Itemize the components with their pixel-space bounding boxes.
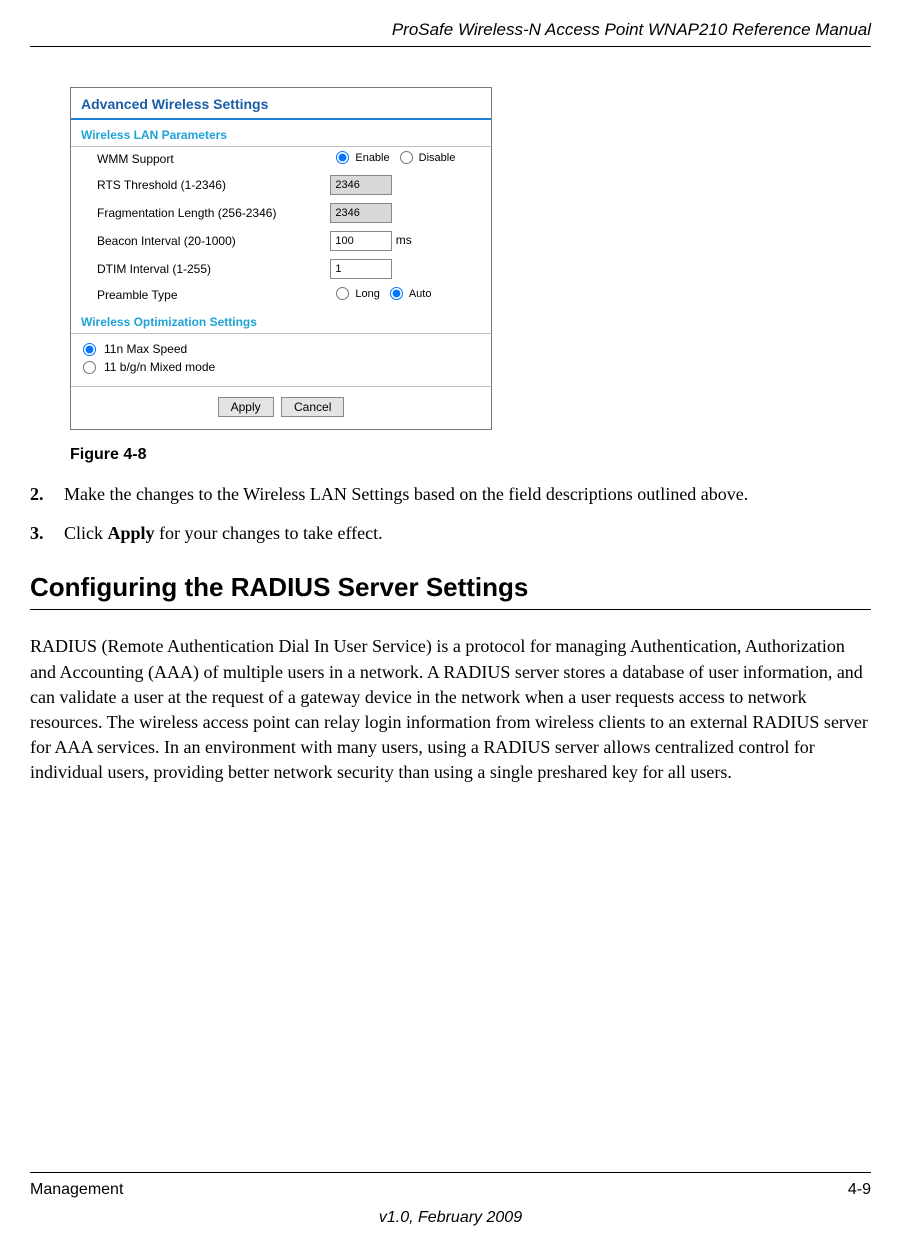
figure-caption: Figure 4-8: [70, 446, 871, 464]
footer-page-number: 4-9: [848, 1181, 871, 1199]
step-3-text: Click Apply for your changes to take eff…: [64, 521, 871, 546]
preamble-auto-text: Auto: [409, 288, 432, 300]
button-row: Apply Cancel: [71, 386, 491, 429]
opt-max-speed-text: 11n Max Speed: [104, 342, 187, 356]
dtim-label: DTIM Interval (1-255): [71, 255, 330, 283]
optimization-options: 11n Max Speed 11 b/g/n Mixed mode: [71, 334, 491, 386]
panel-title: Advanced Wireless Settings: [71, 88, 491, 120]
wmm-enable-radio[interactable]: [336, 151, 349, 164]
footer-section: Management: [30, 1181, 123, 1199]
cancel-button[interactable]: Cancel: [281, 397, 344, 417]
document-header: ProSafe Wireless-N Access Point WNAP210 …: [30, 20, 871, 47]
rts-label: RTS Threshold (1-2346): [71, 171, 330, 199]
dtim-input[interactable]: [330, 259, 392, 279]
step-2-text: Make the changes to the Wireless LAN Set…: [64, 482, 871, 507]
radius-paragraph: RADIUS (Remote Authentication Dial In Us…: [30, 634, 871, 785]
step-2: 2. Make the changes to the Wireless LAN …: [30, 482, 871, 507]
beacon-label: Beacon Interval (20-1000): [71, 227, 330, 255]
figure-screenshot: Advanced Wireless Settings Wireless LAN …: [70, 87, 871, 430]
page-footer: Management 4-9 v1.0, February 2009: [30, 1172, 871, 1227]
footer-version: v1.0, February 2009: [30, 1209, 871, 1227]
step-3-number: 3.: [30, 521, 64, 546]
beacon-unit: ms: [396, 233, 412, 247]
wmm-label: WMM Support: [71, 147, 330, 171]
settings-panel: Advanced Wireless Settings Wireless LAN …: [70, 87, 492, 430]
section-wlan-params: Wireless LAN Parameters: [71, 120, 491, 147]
wmm-disable-text: Disable: [419, 152, 456, 164]
preamble-label: Preamble Type: [71, 283, 330, 307]
step-2-number: 2.: [30, 482, 64, 507]
section-optimization: Wireless Optimization Settings: [71, 307, 491, 334]
opt-mixed-text: 11 b/g/n Mixed mode: [104, 360, 215, 374]
apply-button[interactable]: Apply: [218, 397, 274, 417]
wmm-enable-text: Enable: [355, 152, 389, 164]
wlan-params-table: WMM Support Enable Disable RTS Threshold…: [71, 147, 491, 307]
step-3: 3. Click Apply for your changes to take …: [30, 521, 871, 546]
frag-input[interactable]: [330, 203, 392, 223]
wmm-disable-radio[interactable]: [400, 151, 413, 164]
opt-mixed-radio[interactable]: [83, 361, 96, 374]
preamble-auto-radio[interactable]: [390, 287, 403, 300]
preamble-long-text: Long: [355, 288, 379, 300]
section-heading-radius: Configuring the RADIUS Server Settings: [30, 572, 871, 610]
beacon-input[interactable]: [330, 231, 392, 251]
preamble-long-radio[interactable]: [336, 287, 349, 300]
opt-max-speed-radio[interactable]: [83, 343, 96, 356]
rts-input[interactable]: [330, 175, 392, 195]
frag-label: Fragmentation Length (256-2346): [71, 199, 330, 227]
